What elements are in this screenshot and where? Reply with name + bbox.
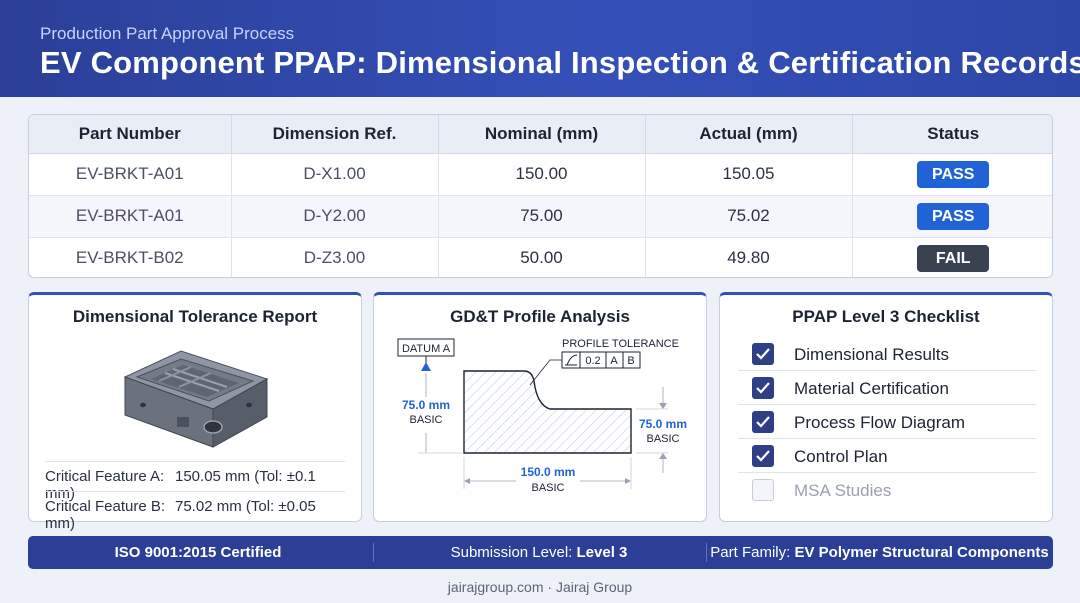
cell-nominal: 150.00 xyxy=(438,153,646,196)
fcf-datum-b: B xyxy=(627,355,634,367)
site-credit[interactable]: jairajgroup.com · Jairaj Group xyxy=(447,579,633,595)
gdt-analysis-card: GD&T Profile Analysis DATUM A PROFILE TO… xyxy=(373,292,707,522)
part-family-value: EV Polymer Structural Components xyxy=(794,544,1049,561)
feature-label: Critical Feature A: xyxy=(45,468,165,485)
iso-certification: ISO 9001:2015 Certified xyxy=(114,544,282,561)
fcf-datum-a: A xyxy=(610,355,618,367)
dim-left-value: 75.0 mm xyxy=(402,398,450,412)
dim-bottom-note: BASIC xyxy=(531,482,564,494)
table-row: EV-BRKT-A01 D-Y2.00 75.00 75.02 PASS xyxy=(29,195,1052,238)
inspection-table: Part Number Dimension Ref. Nominal (mm) … xyxy=(29,115,1052,277)
status-badge-pass: PASS xyxy=(917,160,990,188)
check-icon xyxy=(756,450,770,462)
part-profile-shape xyxy=(463,370,632,454)
datum-triangle-icon xyxy=(421,362,431,371)
table-row: EV-BRKT-A01 D-X1.00 150.00 150.05 PASS xyxy=(29,153,1052,196)
part-family-label: Part Family: xyxy=(710,544,791,561)
critical-feature-a: Critical Feature A: 150.05 mm (Tol: ±0.1 … xyxy=(45,468,345,502)
checklist-item[interactable]: MSA Studies xyxy=(738,473,1036,507)
divider xyxy=(45,461,345,462)
feature-value: 150.05 mm (Tol: ±0.1 mm) xyxy=(45,468,316,502)
dim-left-note: BASIC xyxy=(409,414,442,426)
submission-level-value: Level 3 xyxy=(576,544,628,561)
cell-status: PASS xyxy=(852,153,1052,196)
header-banner: Production Part Approval Process EV Comp… xyxy=(0,0,1080,97)
cell-status: PASS xyxy=(852,195,1052,238)
cell-dimension-ref: D-Y2.00 xyxy=(231,195,439,238)
checklist-item-label: MSA Studies xyxy=(794,481,892,500)
dim-right-value: 75.0 mm xyxy=(639,417,687,431)
profile-symbol-icon xyxy=(565,354,578,366)
check-icon xyxy=(756,382,770,394)
cell-nominal: 75.00 xyxy=(438,195,646,238)
profile-tolerance-label: PROFILE TOLERANCE xyxy=(562,338,679,350)
cell-part-number: EV-BRKT-B02 xyxy=(29,237,232,277)
tolerance-report-card: Dimensional Tolerance Report Critical Fe… xyxy=(28,292,362,532)
certification-footer-bar: ISO 9001:2015 Certified Submission Level… xyxy=(28,536,1053,569)
col-header-nominal: Nominal (mm) xyxy=(438,115,646,154)
checkbox-checked[interactable] xyxy=(752,411,774,433)
cell-dimension-ref: D-Z3.00 xyxy=(231,237,439,277)
col-header-actual: Actual (mm) xyxy=(645,115,853,154)
col-header-dimension-ref: Dimension Ref. xyxy=(231,115,439,154)
divider xyxy=(45,491,345,492)
header-subtitle: Production Part Approval Process xyxy=(40,24,295,43)
checklist-item-label: Control Plan xyxy=(794,447,888,466)
gdt-profile-drawing: DATUM A PROFILE TOLERANCE 0.2 A B 75.0 m… xyxy=(397,338,687,494)
gdt-analysis-title: GD&T Profile Analysis xyxy=(450,307,630,326)
checkbox-unchecked[interactable] xyxy=(752,479,774,501)
feature-value: 75.02 mm (Tol: ±0.05 mm) xyxy=(45,498,316,532)
checklist-item[interactable]: Control Plan xyxy=(738,439,1036,473)
bracket-3d-illustration xyxy=(123,350,269,448)
page-title: EV Component PPAP: Dimensional Inspectio… xyxy=(40,45,1080,80)
dim-right-note: BASIC xyxy=(646,433,679,445)
checklist-title: PPAP Level 3 Checklist xyxy=(792,307,980,326)
cell-actual: 150.05 xyxy=(645,153,853,196)
footer-divider xyxy=(706,543,707,562)
cell-status: FAIL xyxy=(852,237,1052,277)
cell-actual: 75.02 xyxy=(645,195,853,238)
critical-feature-b: Critical Feature B: 75.02 mm (Tol: ±0.05 … xyxy=(45,498,345,532)
checklist-item[interactable]: Process Flow Diagram xyxy=(738,405,1036,439)
feature-label: Critical Feature B: xyxy=(45,498,166,515)
submission-level-label: Submission Level: xyxy=(450,544,573,561)
checklist-item-label: Material Certification xyxy=(794,379,949,398)
checkbox-checked[interactable] xyxy=(752,377,774,399)
table-header-row: Part Number Dimension Ref. Nominal (mm) … xyxy=(29,115,1052,154)
checklist-item[interactable]: Material Certification xyxy=(738,371,1036,405)
checklist-item-label: Dimensional Results xyxy=(794,345,949,364)
tolerance-report-title: Dimensional Tolerance Report xyxy=(72,307,318,326)
cell-part-number: EV-BRKT-A01 xyxy=(29,195,232,238)
ppap-checklist-card: PPAP Level 3 Checklist Dimensional Resul… xyxy=(719,292,1053,522)
dim-bottom-value: 150.0 mm xyxy=(521,465,576,479)
status-badge-pass: PASS xyxy=(917,202,990,230)
check-icon xyxy=(756,416,770,428)
cell-dimension-ref: D-X1.00 xyxy=(231,153,439,196)
part-family: Part Family: EV Polymer Structural Compo… xyxy=(706,536,1053,569)
footer-divider xyxy=(373,543,374,562)
status-badge-fail: FAIL xyxy=(917,244,990,272)
fcf-value: 0.2 xyxy=(585,355,600,367)
cell-actual: 49.80 xyxy=(645,237,853,277)
check-icon xyxy=(756,348,770,360)
submission-level: Submission Level: Level 3 xyxy=(373,536,705,569)
cell-part-number: EV-BRKT-A01 xyxy=(29,153,232,196)
checklist-item-label: Process Flow Diagram xyxy=(794,413,965,432)
checklist-item[interactable]: Dimensional Results xyxy=(738,337,1036,371)
col-header-part-number: Part Number xyxy=(29,115,232,154)
checkbox-checked[interactable] xyxy=(752,445,774,467)
datum-label: DATUM A xyxy=(402,343,451,355)
col-header-status: Status xyxy=(852,115,1052,154)
inspection-table-card: Part Number Dimension Ref. Nominal (mm) … xyxy=(28,114,1053,278)
checkbox-checked[interactable] xyxy=(752,343,774,365)
table-row: EV-BRKT-B02 D-Z3.00 50.00 49.80 FAIL xyxy=(29,237,1052,277)
checklist-list: Dimensional Results Material Certificati… xyxy=(720,337,1054,512)
cell-nominal: 50.00 xyxy=(438,237,646,277)
